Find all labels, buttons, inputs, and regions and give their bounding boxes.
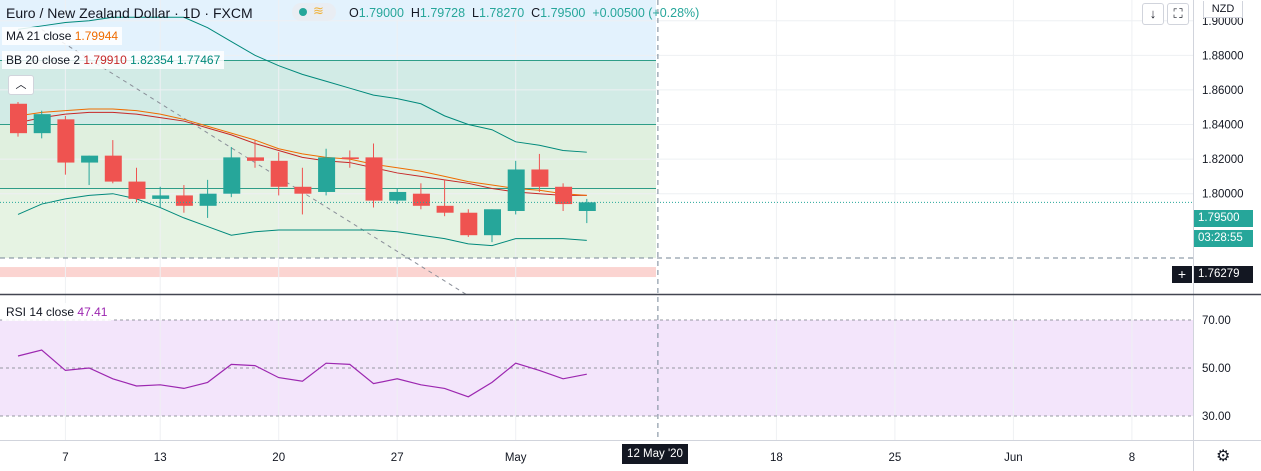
candle-body: [412, 193, 430, 206]
arrow-down-icon[interactable]: ↓: [1142, 3, 1164, 25]
time-tick-label: 18: [770, 452, 783, 464]
high-value: 1.79728: [419, 6, 466, 20]
candle-body: [223, 157, 241, 194]
price-tick-label: 1.84000: [1202, 120, 1244, 132]
candle-body: [81, 155, 99, 163]
candle-body: [104, 155, 122, 182]
rsi-label: RSI 14 close: [6, 305, 75, 319]
time-tick-label: 20: [272, 452, 285, 464]
price-tick-label: 1.86000: [1202, 85, 1244, 97]
price-tick-label: 1.82000: [1202, 154, 1244, 166]
candle-body: [33, 114, 51, 134]
close-value: 1.79500: [540, 6, 586, 20]
fullscreen-icon[interactable]: ⛶: [1167, 3, 1189, 25]
bb-lower-line: [17, 193, 587, 247]
candle-body: [57, 119, 75, 163]
high-key: H: [410, 6, 420, 20]
candle-body: [389, 191, 407, 201]
current-price-tag: 1.79500: [1194, 210, 1253, 227]
rsi-tick-label: 70.00: [1202, 315, 1231, 327]
fib-zone-bottom: [0, 267, 656, 278]
time-tick-label: 7: [62, 452, 68, 464]
bb-upper-line: [17, 16, 587, 153]
symbol-title[interactable]: Euro / New Zealand Dollar · 1D · FXCM: [6, 5, 253, 21]
candle-body: [175, 195, 193, 206]
bb-lower-value: 1.77467: [176, 53, 221, 67]
candle-body: [318, 157, 336, 192]
ma-legend[interactable]: MA 21 close 1.79944: [2, 27, 123, 45]
fib-zone: [0, 188, 656, 259]
wave-icon: ≋: [313, 3, 324, 18]
collapse-icon[interactable]: ︿: [8, 75, 34, 95]
close-key: C: [531, 6, 541, 20]
currency-label[interactable]: NZD: [1203, 1, 1243, 18]
candle-body: [247, 157, 264, 161]
change-value: +0.00500 (+0.28%): [592, 6, 700, 20]
candle-body: [199, 193, 217, 206]
time-tick-label: 25: [889, 452, 902, 464]
time-tick-label: 27: [391, 452, 404, 464]
time-tick-label: Jun: [1004, 452, 1023, 464]
candle-body: [555, 186, 573, 205]
rsi-tick-label: 50.00: [1202, 363, 1231, 375]
low-key: L: [472, 6, 479, 20]
low-value: 1.78270: [479, 6, 525, 20]
rsi-tick-label: 30.00: [1202, 411, 1231, 423]
ohlc-readout: O1.79000 H1.79728 L1.78270 C1.79500 +0.0…: [349, 6, 699, 20]
rsi-value: 47.41: [77, 305, 108, 319]
candle-body: [270, 160, 288, 187]
candle-body: [507, 169, 525, 211]
bb-label: BB 20 close 2: [6, 53, 81, 67]
ma-label: MA 21 close: [6, 29, 72, 43]
gear-icon[interactable]: ⚙: [1216, 448, 1231, 465]
candle-body: [484, 209, 501, 236]
countdown-tag: 03:28:55: [1194, 230, 1253, 247]
candle-body: [365, 157, 383, 201]
open-key: O: [349, 6, 359, 20]
ma-value: 1.79944: [74, 29, 119, 43]
market-open-icon: [299, 8, 307, 16]
bb-legend[interactable]: BB 20 close 2 1.79910 1.82354 1.77467: [2, 51, 225, 69]
price-tick-label: 1.80000: [1202, 189, 1244, 201]
candle-body: [460, 212, 478, 236]
price-tick-label: 1.88000: [1202, 50, 1244, 62]
crosshair-date-tag: 12 May '20: [622, 444, 688, 464]
candle-body: [152, 195, 170, 199]
time-tick-label: 13: [154, 452, 167, 464]
ma-line: [17, 108, 587, 196]
candle-body: [294, 186, 312, 194]
bb-basis-line: [17, 111, 587, 196]
candle-body: [531, 169, 549, 187]
rsi-line: [17, 349, 587, 398]
rsi-legend[interactable]: RSI 14 close 47.41: [2, 303, 112, 321]
candle-body: [341, 157, 359, 160]
bb-upper-value: 1.82354: [130, 53, 174, 67]
candle-body: [128, 181, 146, 199]
plus-icon[interactable]: +: [1172, 266, 1192, 283]
market-status-pill[interactable]: ≋: [292, 3, 336, 21]
fib-zone: [0, 60, 656, 125]
candle-body: [436, 205, 454, 213]
open-value: 1.79000: [358, 6, 404, 20]
time-tick-label: May: [505, 452, 527, 464]
time-tick-label: 8: [1129, 452, 1135, 464]
crosshair-price-tag: 1.76279: [1194, 266, 1253, 283]
candle-body: [10, 103, 27, 134]
candle-body: [578, 202, 596, 211]
price-tick-label: 1.90000: [1202, 16, 1244, 28]
bb-basis-value: 1.79910: [83, 53, 127, 67]
